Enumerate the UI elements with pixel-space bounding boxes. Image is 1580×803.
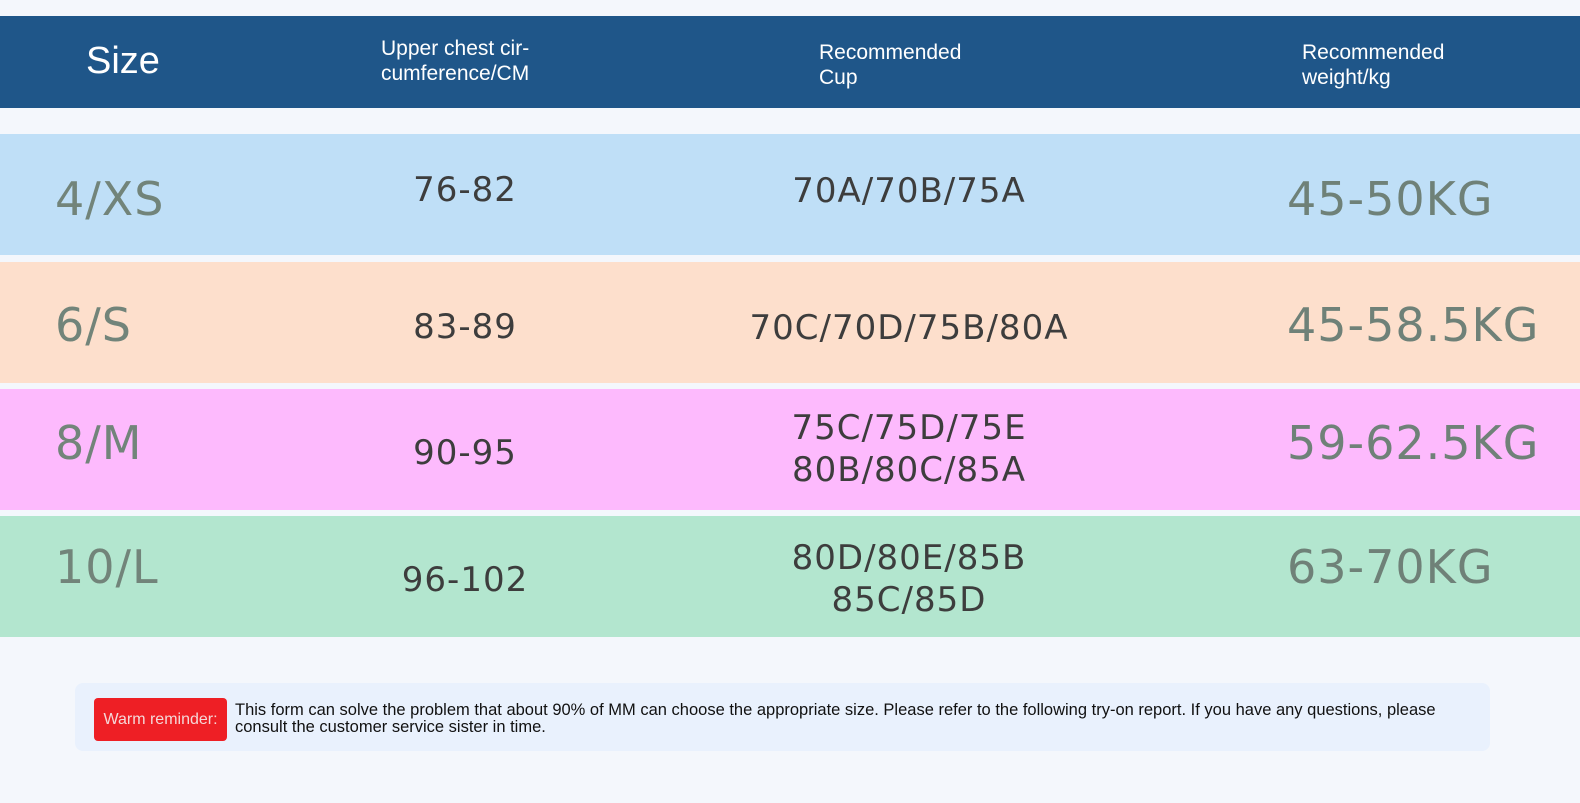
warm-reminder-text: This form can solve the problem that abo…	[235, 701, 1436, 736]
cup-line: 75C/75D/75E	[791, 408, 1027, 448]
weight-range: 45-58.5KG	[1287, 298, 1540, 352]
size-label: 8/M	[55, 416, 143, 470]
size-label: 4/XS	[55, 172, 165, 226]
warm-reminder-box: Warm reminder: This form can solve the p…	[75, 683, 1490, 751]
weight-range: 59-62.5KG	[1287, 416, 1540, 470]
size-row-l: 10/L 96-102 80D/80E/85B 85C/85D 63-70KG	[0, 516, 1580, 637]
chest-range: 76-82	[413, 170, 517, 210]
cup-list: 75C/75D/75E 80B/80C/85A	[791, 407, 1026, 491]
warm-reminder-badge: Warm reminder:	[94, 698, 227, 741]
header-cup: Recommended Cup	[819, 41, 962, 89]
weight-range: 45-50KG	[1287, 172, 1494, 226]
cup-line: 70A/70B/75A	[792, 171, 1026, 211]
cup-line: 85C/85D	[831, 580, 987, 620]
cup-line: 80D/80E/85B	[791, 538, 1027, 578]
size-row-s: 6/S 83-89 70C/70D/75B/80A 45-58.5KG	[0, 262, 1580, 383]
chest-range: 90-95	[413, 433, 517, 473]
weight-range: 63-70KG	[1287, 540, 1494, 594]
header-size: Size	[86, 40, 160, 82]
size-row-m: 8/M 90-95 75C/75D/75E 80B/80C/85A 59-62.…	[0, 389, 1580, 510]
cup-list: 70A/70B/75A	[792, 170, 1026, 212]
size-label: 10/L	[55, 540, 159, 594]
cup-list: 70C/70D/75B/80A	[750, 307, 1069, 349]
header-chest: Upper chest cir-cumference/CM	[381, 37, 530, 85]
chest-range: 96-102	[401, 560, 529, 600]
cup-list: 80D/80E/85B 85C/85D	[792, 537, 1027, 621]
size-row-xs: 4/XS 76-82 70A/70B/75A 45-50KG	[0, 134, 1580, 255]
header-weight: Recommended weight/kg	[1302, 41, 1445, 89]
size-table-header: Size Upper chest cir-cumference/CM Recom…	[0, 16, 1580, 108]
cup-line: 70C/70D/75B/80A	[749, 308, 1069, 348]
size-label: 6/S	[55, 298, 132, 352]
chest-range: 83-89	[413, 307, 517, 347]
cup-line: 80B/80C/85A	[791, 450, 1027, 490]
